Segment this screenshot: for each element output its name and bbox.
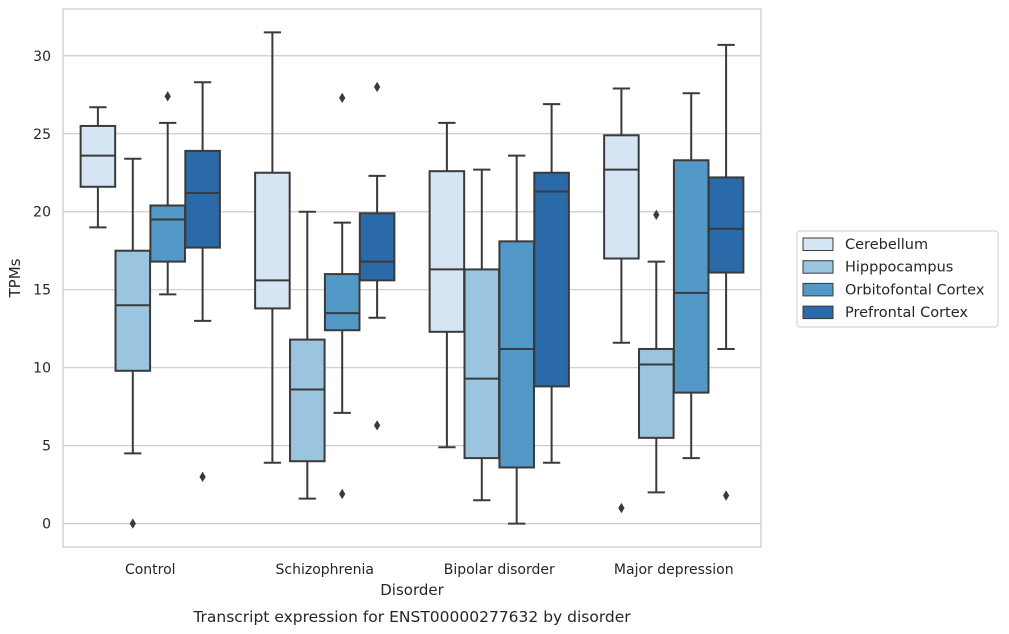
legend-swatch: [802, 305, 834, 320]
x-tick-label: Bipolar disorder: [444, 562, 555, 578]
y-tick-label: 15: [33, 283, 51, 299]
outlier-point: [722, 490, 730, 501]
y-tick-label: 10: [33, 361, 51, 377]
box: [289, 210, 326, 500]
outlier-point: [653, 209, 660, 221]
box-body: [638, 347, 675, 439]
y-tick-label: 0: [42, 517, 51, 533]
y-tick-label: 30: [33, 49, 51, 65]
legend: Cerebellum Hipppocampus Orbitofontal Corte…: [796, 230, 999, 328]
legend-frame: [796, 230, 999, 328]
box: [323, 92, 361, 500]
box: [149, 91, 186, 296]
box: [672, 92, 710, 460]
chart-caption: Transcript expression for ENST0000027763…: [192, 608, 631, 626]
legend-label: Prefrontal Cortex: [845, 305, 968, 321]
box: [638, 209, 675, 494]
x-axis-label: Disorder: [380, 581, 444, 599]
outlier-point: [339, 488, 346, 500]
series-hipppocampus: [114, 157, 675, 529]
x-tick-label: Control: [125, 562, 176, 578]
legend-swatch: [802, 237, 834, 251]
box-body: [149, 204, 186, 263]
y-tick-label: 25: [33, 127, 51, 143]
box-body: [428, 170, 466, 333]
box-body: [672, 159, 710, 394]
box: [463, 168, 501, 502]
outlier-point: [129, 518, 136, 529]
gridlines: [63, 55, 761, 525]
box: [358, 81, 396, 431]
y-tick-label: 20: [33, 205, 51, 221]
box-body: [498, 240, 535, 469]
legend-swatch: [802, 260, 834, 274]
box-body: [533, 171, 570, 388]
legend-label: Cerebellum: [845, 237, 928, 253]
outlier-point: [164, 91, 171, 102]
box-body: [323, 273, 361, 332]
box: [707, 43, 745, 501]
plot-frame: [62, 8, 762, 548]
y-tick-label: 5: [42, 439, 51, 455]
x-tick-label: Schizophrenia: [276, 562, 374, 578]
series-cerebellum: [79, 31, 640, 514]
box-body: [254, 171, 291, 310]
outlier-point: [373, 420, 381, 431]
y-axis-label: TPMs: [6, 258, 24, 298]
box-body: [463, 268, 501, 460]
x-axis-ticks: Control Schizophrenia Bipolar disorder Majo…: [125, 562, 734, 578]
box: [428, 121, 466, 449]
outlier-point: [199, 471, 206, 483]
legend-label: Orbitofontal Cortex: [845, 282, 985, 298]
outlier-point: [373, 81, 381, 93]
box: [603, 87, 640, 514]
box: [533, 103, 570, 464]
box-body: [358, 212, 396, 282]
box: [184, 81, 221, 483]
series-prefrontal-cortex: [184, 43, 745, 501]
box-body: [289, 338, 326, 463]
box: [114, 157, 152, 529]
plot-background: [63, 9, 761, 547]
box-body: [603, 134, 640, 260]
outlier-point: [618, 502, 625, 514]
box-series-group: [79, 31, 745, 529]
box-body: [184, 149, 221, 249]
outlier-point: [339, 92, 346, 104]
x-tick-label: Major depression: [614, 562, 734, 578]
box: [79, 106, 117, 229]
legend-label: Hipppocampus: [845, 260, 953, 276]
legend-swatch: [802, 282, 834, 297]
y-axis-ticks: 0 5 10 15 20 25 30: [33, 49, 51, 533]
box-body: [114, 249, 152, 372]
box: [254, 31, 291, 464]
box-body: [707, 176, 745, 274]
